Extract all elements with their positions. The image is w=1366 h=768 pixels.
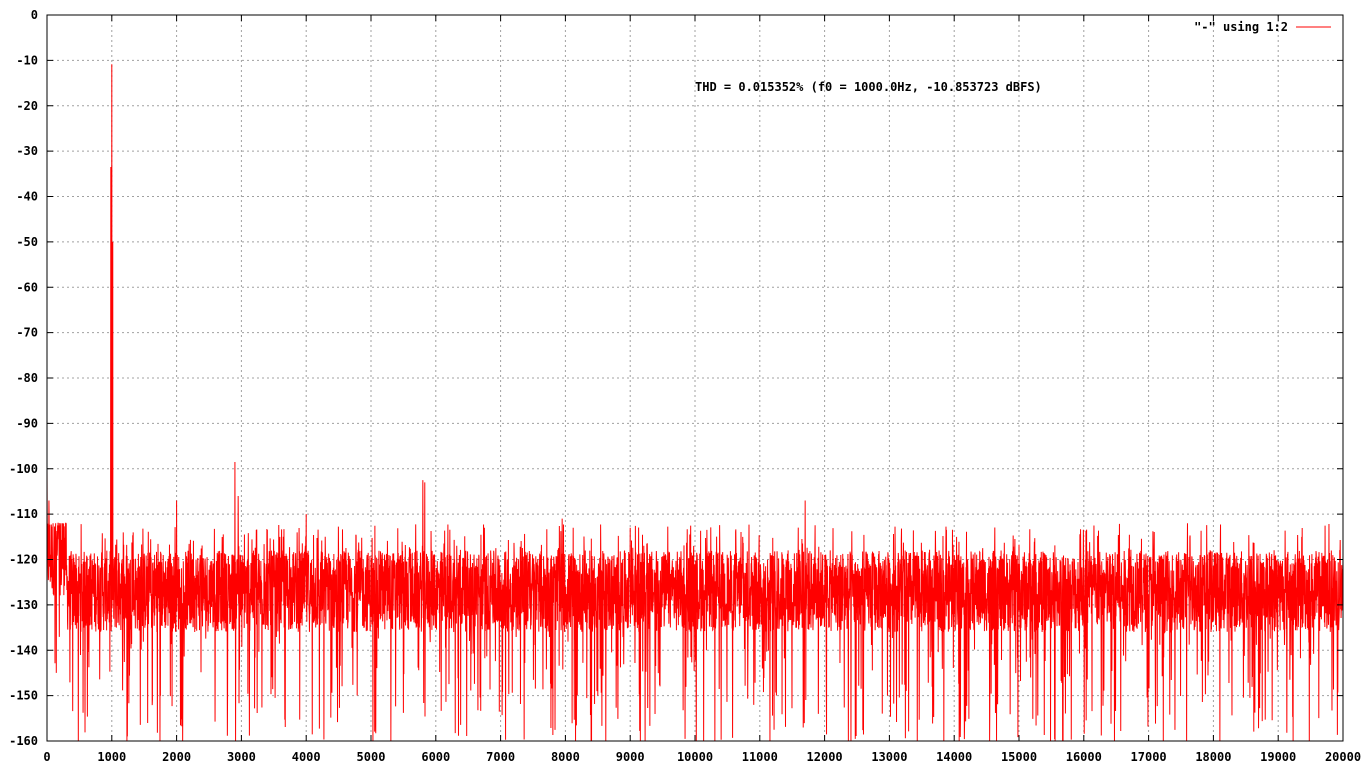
x-tick-label: 3000: [227, 750, 256, 764]
x-tick-label: 5000: [357, 750, 386, 764]
x-tick-label: 13000: [871, 750, 907, 764]
x-tick-label: 17000: [1131, 750, 1167, 764]
y-tick-label: -10: [16, 53, 38, 67]
thd-annotation: THD = 0.015352% (f0 = 1000.0Hz, -10.8537…: [695, 80, 1042, 94]
x-tick-label: 14000: [936, 750, 972, 764]
y-tick-label: 0: [31, 8, 38, 22]
legend: "-" using 1:2: [1194, 20, 1331, 34]
y-tick-label: -90: [16, 416, 38, 430]
x-tick-label: 20000: [1325, 750, 1361, 764]
x-tick-label: 16000: [1066, 750, 1102, 764]
y-tick-label: -160: [9, 734, 38, 748]
y-tick-label: -50: [16, 235, 38, 249]
x-tick-label: 1000: [97, 750, 126, 764]
y-tick-label: -40: [16, 190, 38, 204]
y-tick-label: -80: [16, 371, 38, 385]
x-tick-label: 2000: [162, 750, 191, 764]
x-tick-label: 9000: [616, 750, 645, 764]
y-tick-label: -130: [9, 598, 38, 612]
series-path: [46, 64, 1344, 742]
x-tick-label: 0: [43, 750, 50, 764]
series-line: [46, 64, 1344, 742]
x-tick-label: 10000: [677, 750, 713, 764]
x-tick-label: 11000: [742, 750, 778, 764]
y-tick-label: -140: [9, 643, 38, 657]
y-axis: 0 -10 -20 -30 -40 -50 -60 -70 -80 -90 -100 -110 -120…: [9, 8, 1343, 748]
x-tick-label: 15000: [1001, 750, 1037, 764]
x-axis: 0 1000 2000 3000 4000 5000 6000 7000 8000 9000 100…: [43, 15, 1361, 764]
y-tick-label: -120: [9, 553, 38, 567]
x-tick-label: 7000: [486, 750, 515, 764]
x-tick-label: 8000: [551, 750, 580, 764]
y-tick-label: -60: [16, 280, 38, 294]
x-tick-label: 18000: [1195, 750, 1231, 764]
legend-label: "-" using 1:2: [1194, 20, 1288, 34]
x-tick-label: 6000: [421, 750, 450, 764]
y-tick-label: -150: [9, 689, 38, 703]
y-tick-label: -110: [9, 507, 38, 521]
x-tick-label: 12000: [807, 750, 843, 764]
y-tick-label: -20: [16, 99, 38, 113]
y-tick-label: -70: [16, 326, 38, 340]
x-tick-label: 4000: [292, 750, 321, 764]
y-tick-label: -100: [9, 462, 38, 476]
x-tick-label: 19000: [1260, 750, 1296, 764]
y-tick-label: -30: [16, 144, 38, 158]
